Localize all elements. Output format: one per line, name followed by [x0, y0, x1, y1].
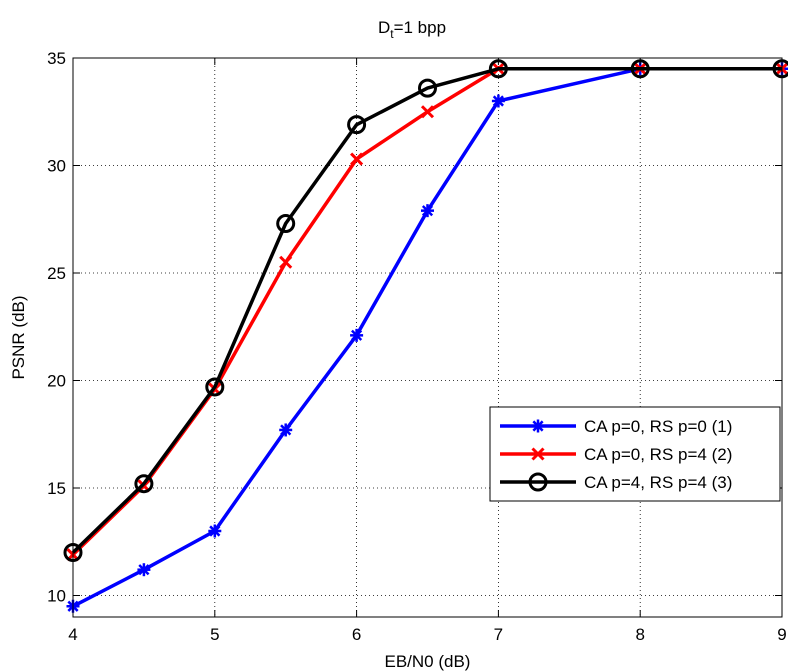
series-1-point: [137, 563, 151, 577]
x-tick-label: 6: [352, 625, 361, 644]
y-tick-label: 25: [47, 264, 66, 283]
series-lines: [63, 59, 788, 613]
y-tick-label: 35: [47, 49, 66, 68]
y-tick-label: 15: [47, 479, 66, 498]
axis-ticks: 4 5 6 7 8 9 10 15 20 25 30 35: [47, 49, 787, 644]
x-tick-label: 5: [210, 625, 219, 644]
series-1-point: [208, 524, 222, 538]
series-1-point: [491, 94, 505, 108]
series-1-point: [421, 204, 434, 218]
chart-title-rest: =1 bpp: [394, 18, 446, 37]
legend-marker-1: [531, 419, 545, 433]
series-1-point: [350, 328, 364, 342]
x-tick-label: 9: [777, 625, 786, 644]
x-tick-label: 8: [635, 625, 644, 644]
series-2-point: [420, 105, 435, 119]
chart-title: Dt=1 bpp: [378, 18, 446, 41]
plot-area: [73, 58, 782, 617]
series-3-point: [418, 78, 437, 98]
legend: CA p=0, RS p=0 (1) CA p=0, RS p=4 (2) CA p…: [489, 406, 781, 502]
legend-label-3: CA p=4, RS p=4 (3): [584, 473, 732, 492]
y-tick-label: 30: [47, 157, 66, 176]
y-axis-label: PSNR (dB): [9, 295, 28, 379]
series-1-point: [279, 423, 293, 437]
series-3-point: [347, 115, 367, 135]
series-2-point: [350, 152, 364, 166]
series-3-line: [71, 67, 782, 554]
series-3-point: [276, 214, 296, 234]
chart-title-subscript: t: [390, 27, 394, 41]
legend-marker-3: [528, 472, 548, 492]
x-tick-label: 4: [68, 625, 77, 644]
series-3-point: [205, 377, 225, 397]
y-tick-label: 20: [47, 372, 66, 391]
legend-label-1: CA p=0, RS p=0 (1): [584, 417, 732, 436]
y-tick-label: 10: [47, 587, 66, 606]
x-axis-label: EB/N0 (dB): [385, 652, 471, 671]
x-tick-label: 7: [494, 625, 503, 644]
plot-frame: [72, 57, 783, 618]
chart-title-main: D: [378, 18, 390, 37]
legend-marker-2: [531, 447, 545, 461]
legend-label-2: CA p=0, RS p=4 (2): [584, 445, 732, 464]
series-3-point: [134, 474, 154, 494]
series-2-point: [279, 255, 293, 269]
